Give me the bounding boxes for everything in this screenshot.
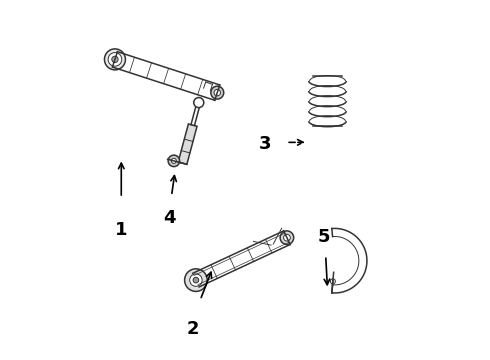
- Circle shape: [193, 277, 199, 283]
- Text: 5: 5: [318, 228, 330, 246]
- Text: 2: 2: [187, 320, 199, 338]
- Circle shape: [185, 269, 207, 291]
- Circle shape: [284, 234, 290, 241]
- Polygon shape: [191, 102, 200, 126]
- Circle shape: [190, 274, 202, 286]
- Circle shape: [172, 158, 176, 163]
- Circle shape: [112, 56, 118, 63]
- Text: 3: 3: [258, 135, 271, 153]
- Circle shape: [168, 155, 180, 167]
- Circle shape: [104, 49, 125, 70]
- Text: 1: 1: [115, 221, 127, 239]
- Circle shape: [280, 231, 294, 244]
- Circle shape: [214, 89, 220, 96]
- Circle shape: [108, 53, 122, 66]
- Circle shape: [211, 86, 224, 99]
- Text: 4: 4: [164, 209, 176, 227]
- Circle shape: [194, 98, 204, 108]
- Circle shape: [330, 279, 335, 284]
- Polygon shape: [178, 124, 197, 165]
